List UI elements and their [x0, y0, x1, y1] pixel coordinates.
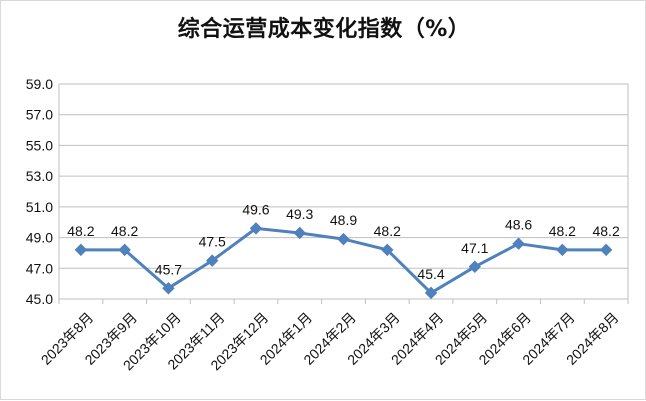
- data-point-marker: [556, 243, 569, 257]
- chart-title: 综合运营成本变化指数（%）: [177, 17, 471, 42]
- data-label: 49.3: [286, 206, 313, 222]
- y-tick-label-51.0: 51.0: [26, 199, 53, 215]
- data-point-marker: [424, 286, 438, 300]
- data-point-marker: [74, 243, 88, 257]
- data-point-marker: [512, 237, 525, 250]
- data-label: 48.2: [111, 223, 138, 239]
- data-point-marker: [599, 243, 613, 257]
- data-label: 45.7: [155, 261, 182, 277]
- data-label: 48.2: [592, 223, 619, 239]
- data-point-marker: [249, 222, 263, 235]
- y-tick-label-49.0: 49.0: [26, 230, 53, 246]
- y-tick-label-59.0: 59.0: [26, 76, 53, 92]
- data-label: 45.4: [417, 266, 444, 282]
- data-point-marker: [293, 226, 306, 240]
- data-point-marker: [337, 232, 350, 246]
- y-tick-label-55.0: 55.0: [26, 137, 53, 153]
- y-tick-label-47.0: 47.0: [26, 260, 53, 276]
- data-label: 48.6: [505, 217, 532, 233]
- y-tick-label-53.0: 53.0: [26, 168, 53, 184]
- y-tick-label-45.0: 45.0: [26, 291, 53, 307]
- data-label: 48.2: [374, 223, 401, 239]
- data-label: 48.2: [67, 223, 94, 239]
- data-label: 48.2: [549, 223, 576, 239]
- data-label: 49.6: [242, 201, 269, 217]
- plot-area-border: [58, 83, 629, 300]
- data-point-marker: [118, 243, 131, 257]
- data-point-marker: [205, 254, 219, 267]
- data-point-marker: [162, 282, 175, 295]
- data-label: 47.5: [199, 234, 226, 250]
- data-label: 48.9: [330, 212, 357, 228]
- data-label: 47.1: [461, 240, 488, 256]
- data-point-marker: [468, 260, 482, 273]
- y-tick-label-57.0: 57.0: [26, 107, 53, 123]
- data-point-marker: [381, 243, 394, 257]
